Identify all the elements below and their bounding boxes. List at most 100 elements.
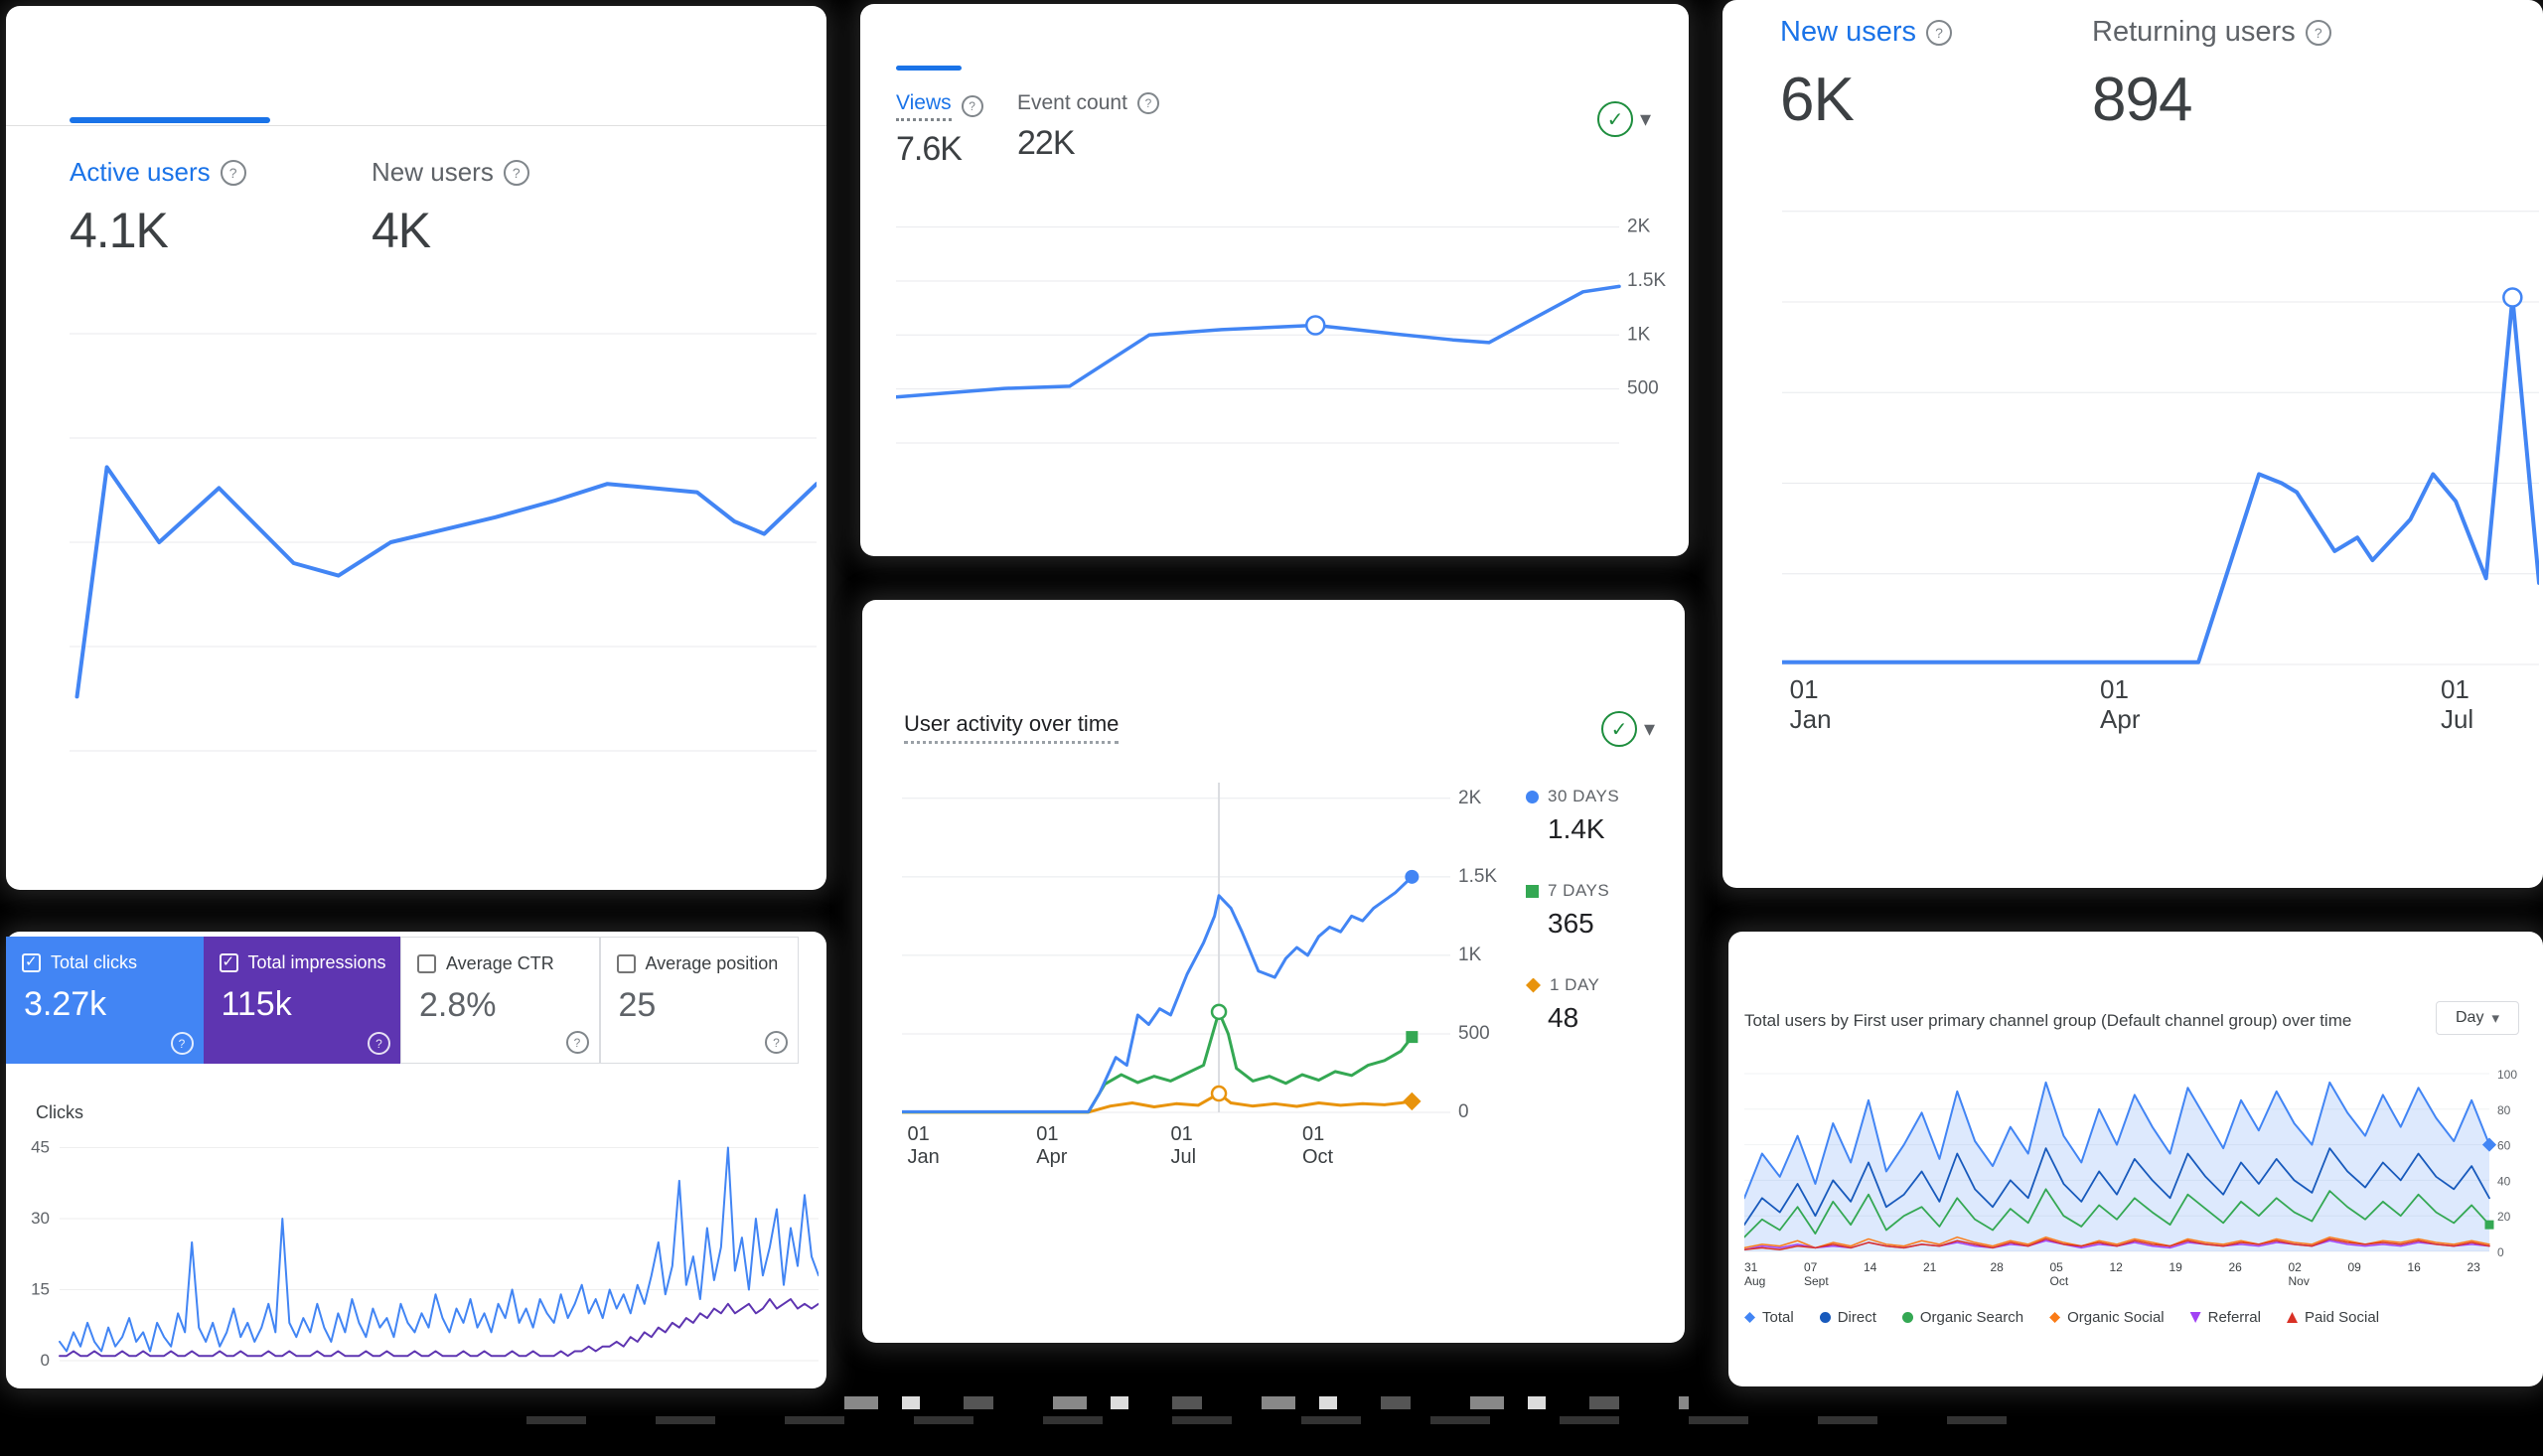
svg-text:28: 28 <box>1991 1260 2005 1274</box>
tile-label: Total impressions <box>247 952 386 972</box>
tile-total-impressions[interactable]: Total impressions 115k <box>203 937 400 1064</box>
activity-legend: 30 DAYS 1.4K 7 DAYS 365 1 DAY 48 <box>1526 787 1619 1070</box>
metric-value: 7.6K <box>896 130 963 168</box>
card-active-users-overview: Active users 4.1K New users 4K <box>6 6 826 890</box>
legend-organic-social[interactable]: Organic Social <box>2049 1309 2165 1326</box>
legend-label: Paid Social <box>2304 1309 2380 1326</box>
tile-average-position[interactable]: Average position 25 <box>599 937 799 1064</box>
svg-text:45: 45 <box>31 1138 50 1157</box>
svg-text:15: 15 <box>31 1280 50 1299</box>
legend-label: Organic Social <box>2067 1309 2165 1326</box>
svg-text:2K: 2K <box>1458 788 1482 808</box>
check-circle-icon <box>1597 101 1633 137</box>
tile-label: Average CTR <box>446 953 554 973</box>
svg-text:0: 0 <box>1458 1101 1469 1122</box>
metric-value: 4K <box>372 203 431 258</box>
checkbox-total-clicks[interactable] <box>22 952 41 972</box>
active-users-line-chart[interactable] <box>70 326 817 759</box>
clicks-line-chart[interactable]: 45 30 15 0 <box>14 1128 819 1373</box>
legend-circle-marker <box>1526 790 1539 803</box>
legend-direct[interactable]: Direct <box>1819 1309 1876 1326</box>
svg-text:12: 12 <box>2110 1260 2124 1274</box>
svg-text:40: 40 <box>2497 1174 2511 1188</box>
help-icon[interactable] <box>961 95 983 117</box>
tile-value: 3.27k <box>24 985 107 1023</box>
svg-text:80: 80 <box>2497 1103 2511 1117</box>
card-views-events: Views 7.6K Event count 22K 2K 1.5K 1K 500 <box>860 4 1689 556</box>
legend-7-days[interactable]: 7 DAYS 365 <box>1526 881 1619 940</box>
help-icon[interactable] <box>170 1032 194 1055</box>
metric-returning-users[interactable]: Returning users 894 <box>2092 16 2331 135</box>
checkbox-average-position[interactable] <box>616 954 636 973</box>
tab-baseline <box>6 125 826 126</box>
metric-tiles: Total clicks 3.27k Total impressions 115… <box>6 937 799 1064</box>
checkbox-total-impressions[interactable] <box>219 952 238 972</box>
legend-value: 48 <box>1548 1002 1579 1033</box>
help-icon[interactable] <box>368 1032 390 1055</box>
svg-text:500: 500 <box>1627 378 1659 399</box>
svg-text:60: 60 <box>2497 1139 2511 1153</box>
help-icon[interactable] <box>565 1031 589 1054</box>
legend-label: Referral <box>2207 1309 2261 1326</box>
metric-new-users[interactable]: New users 6K <box>1780 16 1952 135</box>
data-quality-control[interactable] <box>1597 101 1651 137</box>
checkbox-average-ctr[interactable] <box>417 954 436 973</box>
legend-1-day[interactable]: 1 DAY 48 <box>1526 975 1619 1034</box>
metric-label: New users <box>1780 16 1916 48</box>
channels-line-chart[interactable]: 100 80 60 40 20 0 31 Aug 07 Sept 14 21 28 05 Oct 12 19 26… <box>1744 1057 2523 1293</box>
user-activity-line-chart[interactable]: 2K 1.5K 1K 500 0 01 Jan 01 Apr 01 Jul 01 Oct <box>902 775 1508 1174</box>
channels-legend: Total Direct Organic Search Organic Soci… <box>1744 1309 2379 1326</box>
active-tab-indicator <box>896 66 962 71</box>
legend-square-marker <box>1526 884 1539 898</box>
svg-text:20: 20 <box>2497 1210 2511 1224</box>
tile-average-ctr[interactable]: Average CTR 2.8% <box>400 937 600 1064</box>
metric-views[interactable]: Views 7.6K <box>896 91 983 169</box>
help-icon[interactable] <box>765 1031 788 1054</box>
glitch-artifact <box>526 1416 2017 1424</box>
svg-text:14: 14 <box>1864 1260 1877 1274</box>
chevron-down-icon <box>1644 718 1655 740</box>
svg-text:26: 26 <box>2229 1260 2243 1274</box>
svg-text:1K: 1K <box>1458 945 1482 965</box>
tile-value: 25 <box>618 986 657 1024</box>
chevron-down-icon <box>2491 1011 2499 1026</box>
legend-value: 1.4K <box>1548 813 1605 844</box>
help-icon[interactable] <box>1136 92 1159 114</box>
legend-referral[interactable]: Referral <box>2189 1309 2261 1326</box>
svg-text:09: 09 <box>2348 1260 2362 1274</box>
granularity-dropdown[interactable]: Day <box>2436 1001 2519 1035</box>
help-icon[interactable] <box>503 159 529 186</box>
legend-label: Direct <box>1837 1309 1876 1326</box>
help-icon[interactable] <box>220 159 246 186</box>
help-icon[interactable] <box>2305 19 2331 46</box>
new-users-line-chart[interactable]: 01 Jan 01 Apr 01 Jul <box>1782 181 2539 749</box>
glitch-artifact <box>844 1396 1689 1409</box>
legend-total[interactable]: Total <box>1744 1309 1794 1326</box>
svg-text:500: 500 <box>1458 1023 1490 1044</box>
svg-text:1K: 1K <box>1627 324 1651 345</box>
tile-total-clicks[interactable]: Total clicks 3.27k <box>6 937 204 1064</box>
legend-triangle-down-marker <box>2189 1312 2201 1323</box>
card-channels-over-time: Total users by First user primary channe… <box>1728 932 2543 1386</box>
metric-value: 4.1K <box>70 203 169 258</box>
metric-event-count[interactable]: Event count 22K <box>1017 91 1159 163</box>
legend-organic-search[interactable]: Organic Search <box>1901 1309 2023 1326</box>
help-icon[interactable] <box>1926 19 1952 46</box>
active-tab-indicator <box>70 117 270 123</box>
metric-label: Returning users <box>2092 16 2296 48</box>
metric-label: Active users <box>70 157 211 187</box>
data-quality-control[interactable] <box>1601 711 1655 747</box>
svg-text:2K: 2K <box>1627 217 1651 237</box>
legend-label: Total <box>1762 1309 1794 1326</box>
views-line-chart[interactable]: 2K 1.5K 1K 500 <box>896 187 1679 451</box>
legend-paid-social[interactable]: Paid Social <box>2286 1309 2380 1326</box>
card-search-performance: Total clicks 3.27k Total impressions 115… <box>6 932 826 1388</box>
metric-active-users[interactable]: Active users 4.1K <box>70 157 246 259</box>
legend-30-days[interactable]: 30 DAYS 1.4K <box>1526 787 1619 845</box>
metric-new-users[interactable]: New users 4K <box>372 157 529 259</box>
